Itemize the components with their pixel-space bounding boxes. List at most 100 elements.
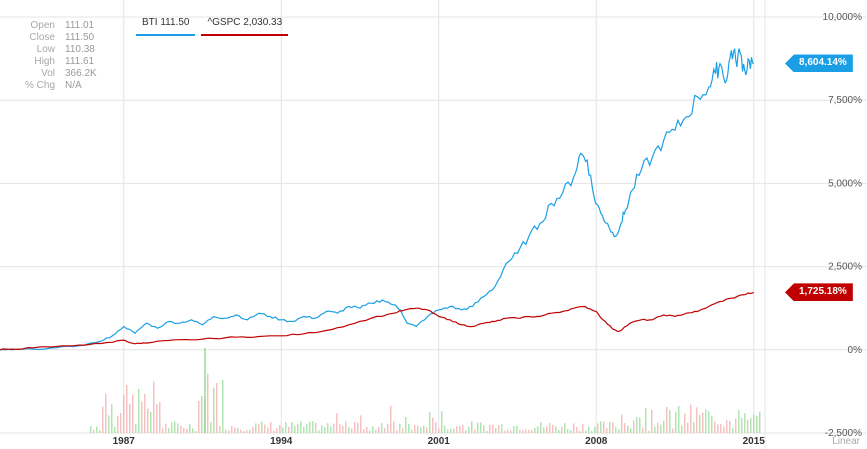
y-tick-label: 0% <box>848 345 863 356</box>
volume-bar <box>702 412 704 433</box>
volume-bar <box>597 423 599 433</box>
volume-bar <box>474 429 476 433</box>
volume-bar <box>633 420 635 433</box>
volume-bar <box>525 429 527 433</box>
stat-value: 111.61 <box>65 56 95 67</box>
volume-bar <box>186 428 188 433</box>
stat-vol: Vol 366.2K <box>8 68 97 80</box>
volume-bar <box>216 383 218 433</box>
volume-bar <box>174 421 176 433</box>
volume-bar <box>252 426 254 433</box>
volume-bar <box>504 430 506 433</box>
volume-bar <box>531 429 533 433</box>
volume-bar <box>399 423 401 433</box>
volume-bar <box>354 421 356 433</box>
volume-bar <box>324 427 326 433</box>
volume-bar <box>402 428 404 433</box>
volume-bar <box>417 425 419 433</box>
volume-bar <box>612 422 614 433</box>
volume-bar <box>624 423 626 433</box>
volume-bar <box>135 423 137 433</box>
volume-bar <box>501 424 503 433</box>
volume-bar <box>198 400 200 433</box>
volume-bar <box>315 422 317 433</box>
volume-bar <box>126 384 128 433</box>
volume-bar <box>561 426 563 433</box>
volume-bar <box>675 412 677 433</box>
series-layer <box>0 48 755 351</box>
volume-bar <box>507 429 509 433</box>
volume-bar <box>717 424 719 433</box>
y-tick-label: 7,500% <box>828 95 862 106</box>
stat-label: % Chg <box>24 80 55 91</box>
volume-bar <box>93 429 95 433</box>
volume-bar <box>486 430 488 433</box>
volume-bar <box>240 429 242 433</box>
volume-bar <box>273 430 275 433</box>
volume-bar <box>621 414 623 433</box>
volume-bar <box>195 430 197 433</box>
volume-bar <box>750 418 752 433</box>
volume-bar <box>321 425 323 433</box>
volume-bar <box>438 428 440 433</box>
volume-bar <box>708 411 710 433</box>
volume-bar <box>570 429 572 433</box>
volume-bar <box>690 404 692 433</box>
volume-bar <box>387 423 389 433</box>
volume-bar <box>249 429 251 433</box>
volume-bar <box>105 393 107 433</box>
volume-bar <box>297 424 299 433</box>
volume-bar <box>459 426 461 433</box>
volume-bar <box>381 423 383 433</box>
volume-bar <box>138 388 140 433</box>
legend-item-gspc[interactable]: ^GSPC 2,030.33 <box>201 13 289 36</box>
scale-mode-label[interactable]: Linear <box>832 436 860 447</box>
volume-bar <box>456 426 458 433</box>
volume-bar <box>642 427 644 433</box>
x-tick-label: 2008 <box>585 436 608 447</box>
volume-bar <box>222 379 224 433</box>
volume-bar <box>336 413 338 433</box>
series-line-bti <box>0 48 755 351</box>
volume-bar <box>564 423 566 433</box>
volume-bar <box>246 430 248 433</box>
x-tick-label: 2015 <box>743 436 766 447</box>
volume-bar <box>360 415 362 433</box>
volume-bar <box>156 404 158 433</box>
volume-bar <box>129 404 131 433</box>
volume-bar <box>594 426 596 433</box>
volume-bar <box>615 427 617 433</box>
volume-bar <box>264 424 266 433</box>
volume-bar <box>432 417 434 433</box>
volume-bar <box>468 426 470 433</box>
volume-bar <box>585 430 587 433</box>
volume-bar <box>327 423 329 433</box>
volume-bar <box>567 428 569 433</box>
volume-bar <box>756 415 758 433</box>
volume-bar <box>579 430 581 433</box>
stat-label: Open <box>30 20 55 31</box>
volume-bar <box>117 415 119 433</box>
volume-bar <box>426 427 428 433</box>
volume-bar <box>132 394 134 433</box>
volume-bar <box>540 422 542 433</box>
volume-bar <box>732 427 734 433</box>
volume-bar <box>723 426 725 433</box>
stat-low: Low 110.38 <box>8 44 97 56</box>
volume-bar <box>684 413 686 433</box>
stat-pct-chg: % Chg N/A <box>8 80 97 92</box>
volume-bar <box>759 411 761 433</box>
volume-bar <box>729 420 731 433</box>
stat-label: High <box>34 56 55 67</box>
stat-high: High 111.61 <box>8 56 97 68</box>
volume-bar <box>705 409 707 433</box>
volume-bar <box>351 428 353 433</box>
volume-bar <box>435 422 437 433</box>
volume-bar <box>651 410 653 433</box>
stat-value: 111.50 <box>65 32 95 43</box>
volume-bar <box>183 427 185 433</box>
volume-bar <box>645 407 647 433</box>
legend-item-bti[interactable]: BTI 111.50 <box>136 13 196 36</box>
